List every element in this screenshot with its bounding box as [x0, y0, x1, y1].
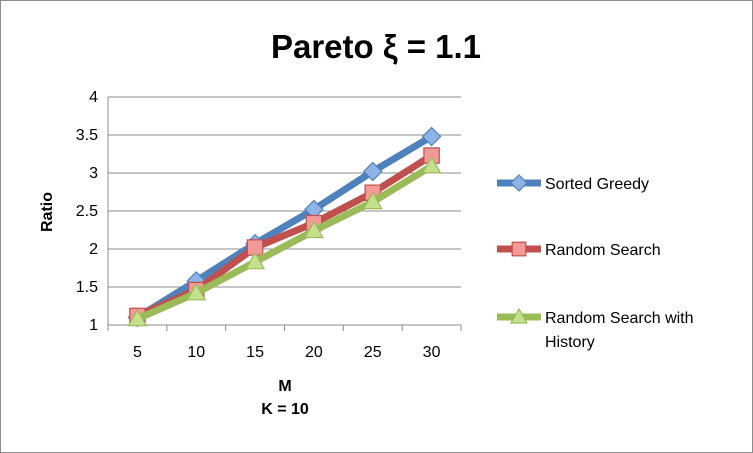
legend-label: Random Search with History [545, 310, 694, 351]
series-layer [127, 126, 442, 328]
y-tick-label: 3.5 [76, 127, 98, 144]
triangle-marker [421, 155, 442, 174]
triangle-marker [362, 191, 383, 210]
legend-item: Random Search [497, 241, 661, 259]
chart-title: Pareto ξ = 1.1 [271, 28, 481, 65]
legend-label: Sorted Greedy [545, 176, 649, 193]
y-tick-labels: 1 1.5 2 2.5 3 3.5 4 [76, 89, 98, 334]
y-tick-label: 2.5 [76, 203, 98, 220]
x-tick-label: 10 [187, 344, 205, 361]
legend-label: Random Search [545, 242, 661, 259]
legend: Sorted Greedy Random Search Random Search… [497, 174, 694, 351]
y-axis-label: Ratio [39, 192, 56, 232]
x-tick-label: 30 [423, 344, 441, 361]
triangle-marker [127, 308, 148, 327]
y-tick-label: 4 [89, 89, 98, 106]
series-random-search-with-history [127, 155, 442, 327]
x-axis-sublabel: K = 10 [261, 401, 309, 418]
diamond-marker [362, 161, 383, 182]
legend-item: Random Search with History [497, 307, 694, 351]
y-tick-label: 1 [89, 317, 98, 334]
x-axis-label: M [278, 378, 291, 395]
y-tick-label: 2 [89, 241, 98, 258]
x-tick-label: 15 [246, 344, 264, 361]
series-random-search [129, 147, 440, 325]
x-tick-labels: 5 10 15 20 25 30 [133, 344, 441, 361]
x-tick-label: 25 [364, 344, 382, 361]
square-marker [511, 241, 527, 257]
legend-item: Sorted Greedy [497, 174, 649, 193]
diamond-marker [421, 126, 442, 147]
diamond-marker [510, 174, 528, 192]
series-line [136, 163, 434, 323]
triangle-marker [509, 307, 529, 324]
triangle-marker [303, 220, 324, 239]
gridlines [107, 96, 462, 331]
triangle-marker [186, 282, 207, 301]
x-tick-label: 20 [305, 344, 323, 361]
y-tick-label: 3 [89, 165, 98, 182]
x-tick-label: 5 [133, 344, 142, 361]
series-line [135, 133, 434, 321]
triangle-marker [245, 251, 266, 270]
y-tick-label: 1.5 [76, 279, 98, 296]
